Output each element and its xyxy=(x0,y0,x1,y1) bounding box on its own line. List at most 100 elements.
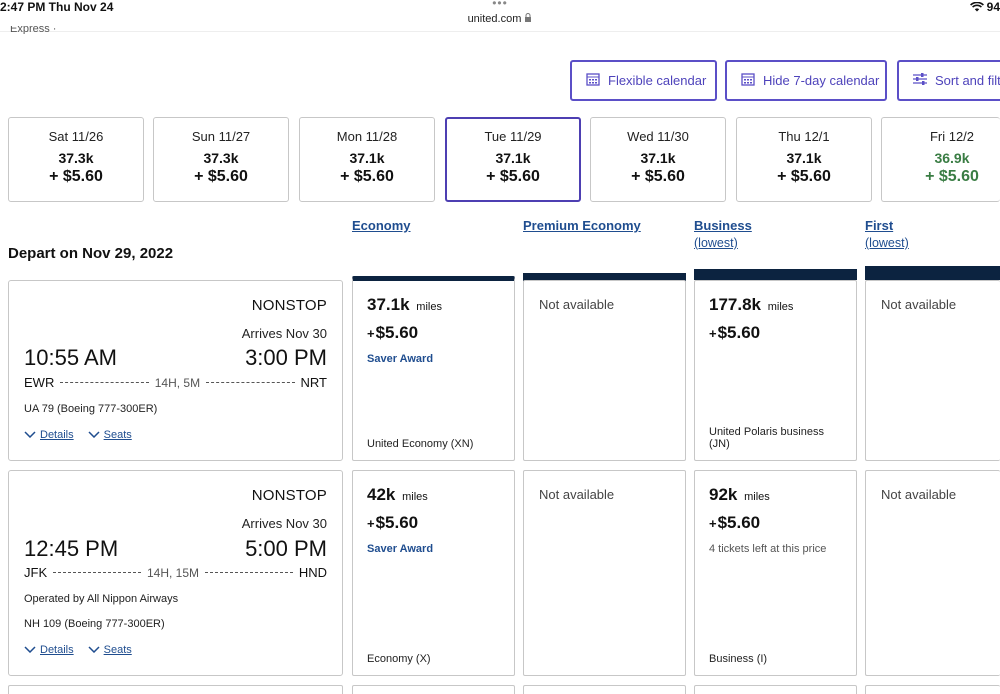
miles-unit: miles xyxy=(767,301,794,313)
fare-miles: 92k miles xyxy=(709,485,770,505)
details-label: Details xyxy=(40,429,74,441)
date-day: Fri 12/2 xyxy=(929,129,975,144)
fare-business[interactable]: 92k miles +$5.60 4 tickets left at this … xyxy=(694,470,857,676)
date-card-lowest[interactable]: Fri 12/2 36.9k + $5.60 xyxy=(881,117,1000,202)
sort-filter-button[interactable]: Sort and filt xyxy=(897,60,1000,101)
hide-calendar-label: Hide 7-day calendar xyxy=(763,73,880,88)
cabin-header-premium-economy[interactable]: Premium Economy xyxy=(523,218,641,233)
business-header-bar xyxy=(694,269,857,280)
fare-business[interactable]: 177.8k miles +$5.60 United Polaris busin… xyxy=(694,280,857,461)
cabin-first-sub: (lowest) xyxy=(865,236,909,250)
fare-fee: +$5.60 xyxy=(367,323,419,342)
date-miles: 37.3k xyxy=(203,150,239,166)
date-day: Thu 12/1 xyxy=(778,129,830,144)
calendar-icon xyxy=(741,72,763,89)
route-divider xyxy=(60,382,149,383)
origin-code: EWR xyxy=(24,375,55,390)
destination-code: NRT xyxy=(300,375,327,390)
date-miles: 37.1k xyxy=(349,150,385,166)
route-divider xyxy=(206,382,295,383)
date-day: Tue 11/29 xyxy=(484,129,542,144)
miles-value: 177.8k xyxy=(709,295,761,314)
cabin-header-first[interactable]: First (lowest) xyxy=(865,218,909,250)
fare-first: Not available xyxy=(865,280,1000,461)
next-fare-premium[interactable] xyxy=(523,685,686,694)
url-bar[interactable]: united.com xyxy=(0,13,1000,25)
status-time: 2:47 PM Thu Nov 24 xyxy=(0,0,114,14)
fare-class: Business (I) xyxy=(709,653,768,665)
nonstop-label: NONSTOP xyxy=(251,297,327,314)
flexible-calendar-button[interactable]: Flexible calendar xyxy=(570,60,717,101)
fare-premium-economy: Not available xyxy=(523,280,686,461)
tab-dots-icon[interactable]: ••• xyxy=(492,0,508,10)
route-line: EWR 14H, 5M NRT xyxy=(24,375,327,390)
flight-links: Details Seats xyxy=(24,644,132,656)
not-available-label: Not available xyxy=(539,487,615,502)
date-miles: 37.1k xyxy=(640,150,676,166)
fare-miles: 37.1k miles xyxy=(367,295,442,315)
fare-miles: 42k miles xyxy=(367,485,428,505)
saver-award-label: Saver Award xyxy=(367,353,434,365)
arrival-time: 5:00 PM xyxy=(245,536,327,561)
lock-icon xyxy=(524,13,532,25)
next-flight-card[interactable] xyxy=(8,685,343,694)
date-card[interactable]: Sat 11/26 37.3k + $5.60 xyxy=(8,117,144,202)
date-fee: + $5.60 xyxy=(486,168,540,185)
origin-code: JFK xyxy=(24,565,48,580)
fare-economy[interactable]: 42k miles +$5.60 Saver Award Economy (X) xyxy=(352,470,515,676)
date-card-selected[interactable]: Tue 11/29 37.1k + $5.60 xyxy=(445,117,581,202)
date-card[interactable]: Sun 11/27 37.3k + $5.60 xyxy=(153,117,289,202)
cabin-header-business[interactable]: Business (lowest) xyxy=(694,218,752,250)
date-fee: + $5.60 xyxy=(777,168,831,185)
details-label: Details xyxy=(40,644,74,656)
url-text: united.com xyxy=(467,13,522,25)
fare-economy[interactable]: 37.1k miles +$5.60 Saver Award United Ec… xyxy=(352,276,515,461)
date-day: Sat 11/26 xyxy=(48,129,104,144)
details-link[interactable]: Details xyxy=(24,644,74,656)
date-card[interactable]: Thu 12/1 37.1k + $5.60 xyxy=(736,117,872,202)
date-fee: + $5.60 xyxy=(194,168,248,185)
cabin-header-economy[interactable]: Economy xyxy=(352,218,411,233)
hide-calendar-button[interactable]: Hide 7-day calendar xyxy=(725,60,887,101)
chevron-down-icon xyxy=(24,429,36,441)
arrival-time: 3:00 PM xyxy=(245,345,327,370)
next-fare-economy[interactable] xyxy=(352,685,515,694)
not-available-label: Not available xyxy=(881,297,957,312)
next-fare-first[interactable] xyxy=(865,685,1000,694)
flight-card[interactable]: NONSTOP Arrives Nov 30 12:45 PM 5:00 PM … xyxy=(8,470,343,676)
details-link[interactable]: Details xyxy=(24,429,74,441)
date-miles: 37.3k xyxy=(58,150,94,166)
first-header-bar xyxy=(865,266,1000,280)
status-right: 94 xyxy=(969,0,1000,14)
route-divider xyxy=(205,572,293,573)
flexible-calendar-label: Flexible calendar xyxy=(608,73,707,88)
date-fee: + $5.60 xyxy=(340,168,394,185)
flight-number: UA 79 (Boeing 777-300ER) xyxy=(24,403,158,415)
fare-fee: +$5.60 xyxy=(709,513,761,532)
sliders-icon xyxy=(913,73,935,88)
date-fee: + $5.60 xyxy=(631,168,685,185)
date-miles: 36.9k xyxy=(934,150,970,166)
fee-value: $5.60 xyxy=(375,323,419,342)
date-card[interactable]: Mon 11/28 37.1k + $5.60 xyxy=(299,117,435,202)
operated-by: Operated by All Nippon Airways xyxy=(24,593,179,605)
seats-label: Seats xyxy=(103,429,132,441)
wifi-icon xyxy=(969,0,987,14)
fare-class: Economy (X) xyxy=(367,653,431,665)
arrives-label: Arrives Nov 30 xyxy=(241,516,327,531)
fare-first: Not available xyxy=(865,470,1000,676)
seats-link[interactable]: Seats xyxy=(88,644,132,656)
battery-level: 94 xyxy=(986,0,1000,14)
fare-fee: +$5.60 xyxy=(709,323,761,342)
not-available-label: Not available xyxy=(881,487,957,502)
date-card[interactable]: Wed 11/30 37.1k + $5.60 xyxy=(590,117,726,202)
cabin-first-label: First xyxy=(865,218,894,233)
cutoff-text: Express · xyxy=(10,26,57,34)
date-miles: 37.1k xyxy=(495,150,531,166)
seats-link[interactable]: Seats xyxy=(88,429,132,441)
date-day: Mon 11/28 xyxy=(336,129,398,144)
sort-filter-label: Sort and filt xyxy=(935,73,1000,88)
next-fare-business[interactable] xyxy=(694,685,857,694)
flight-card[interactable]: NONSTOP Arrives Nov 30 10:55 AM 3:00 PM … xyxy=(8,280,343,461)
cabin-business-sub: (lowest) xyxy=(694,236,738,250)
